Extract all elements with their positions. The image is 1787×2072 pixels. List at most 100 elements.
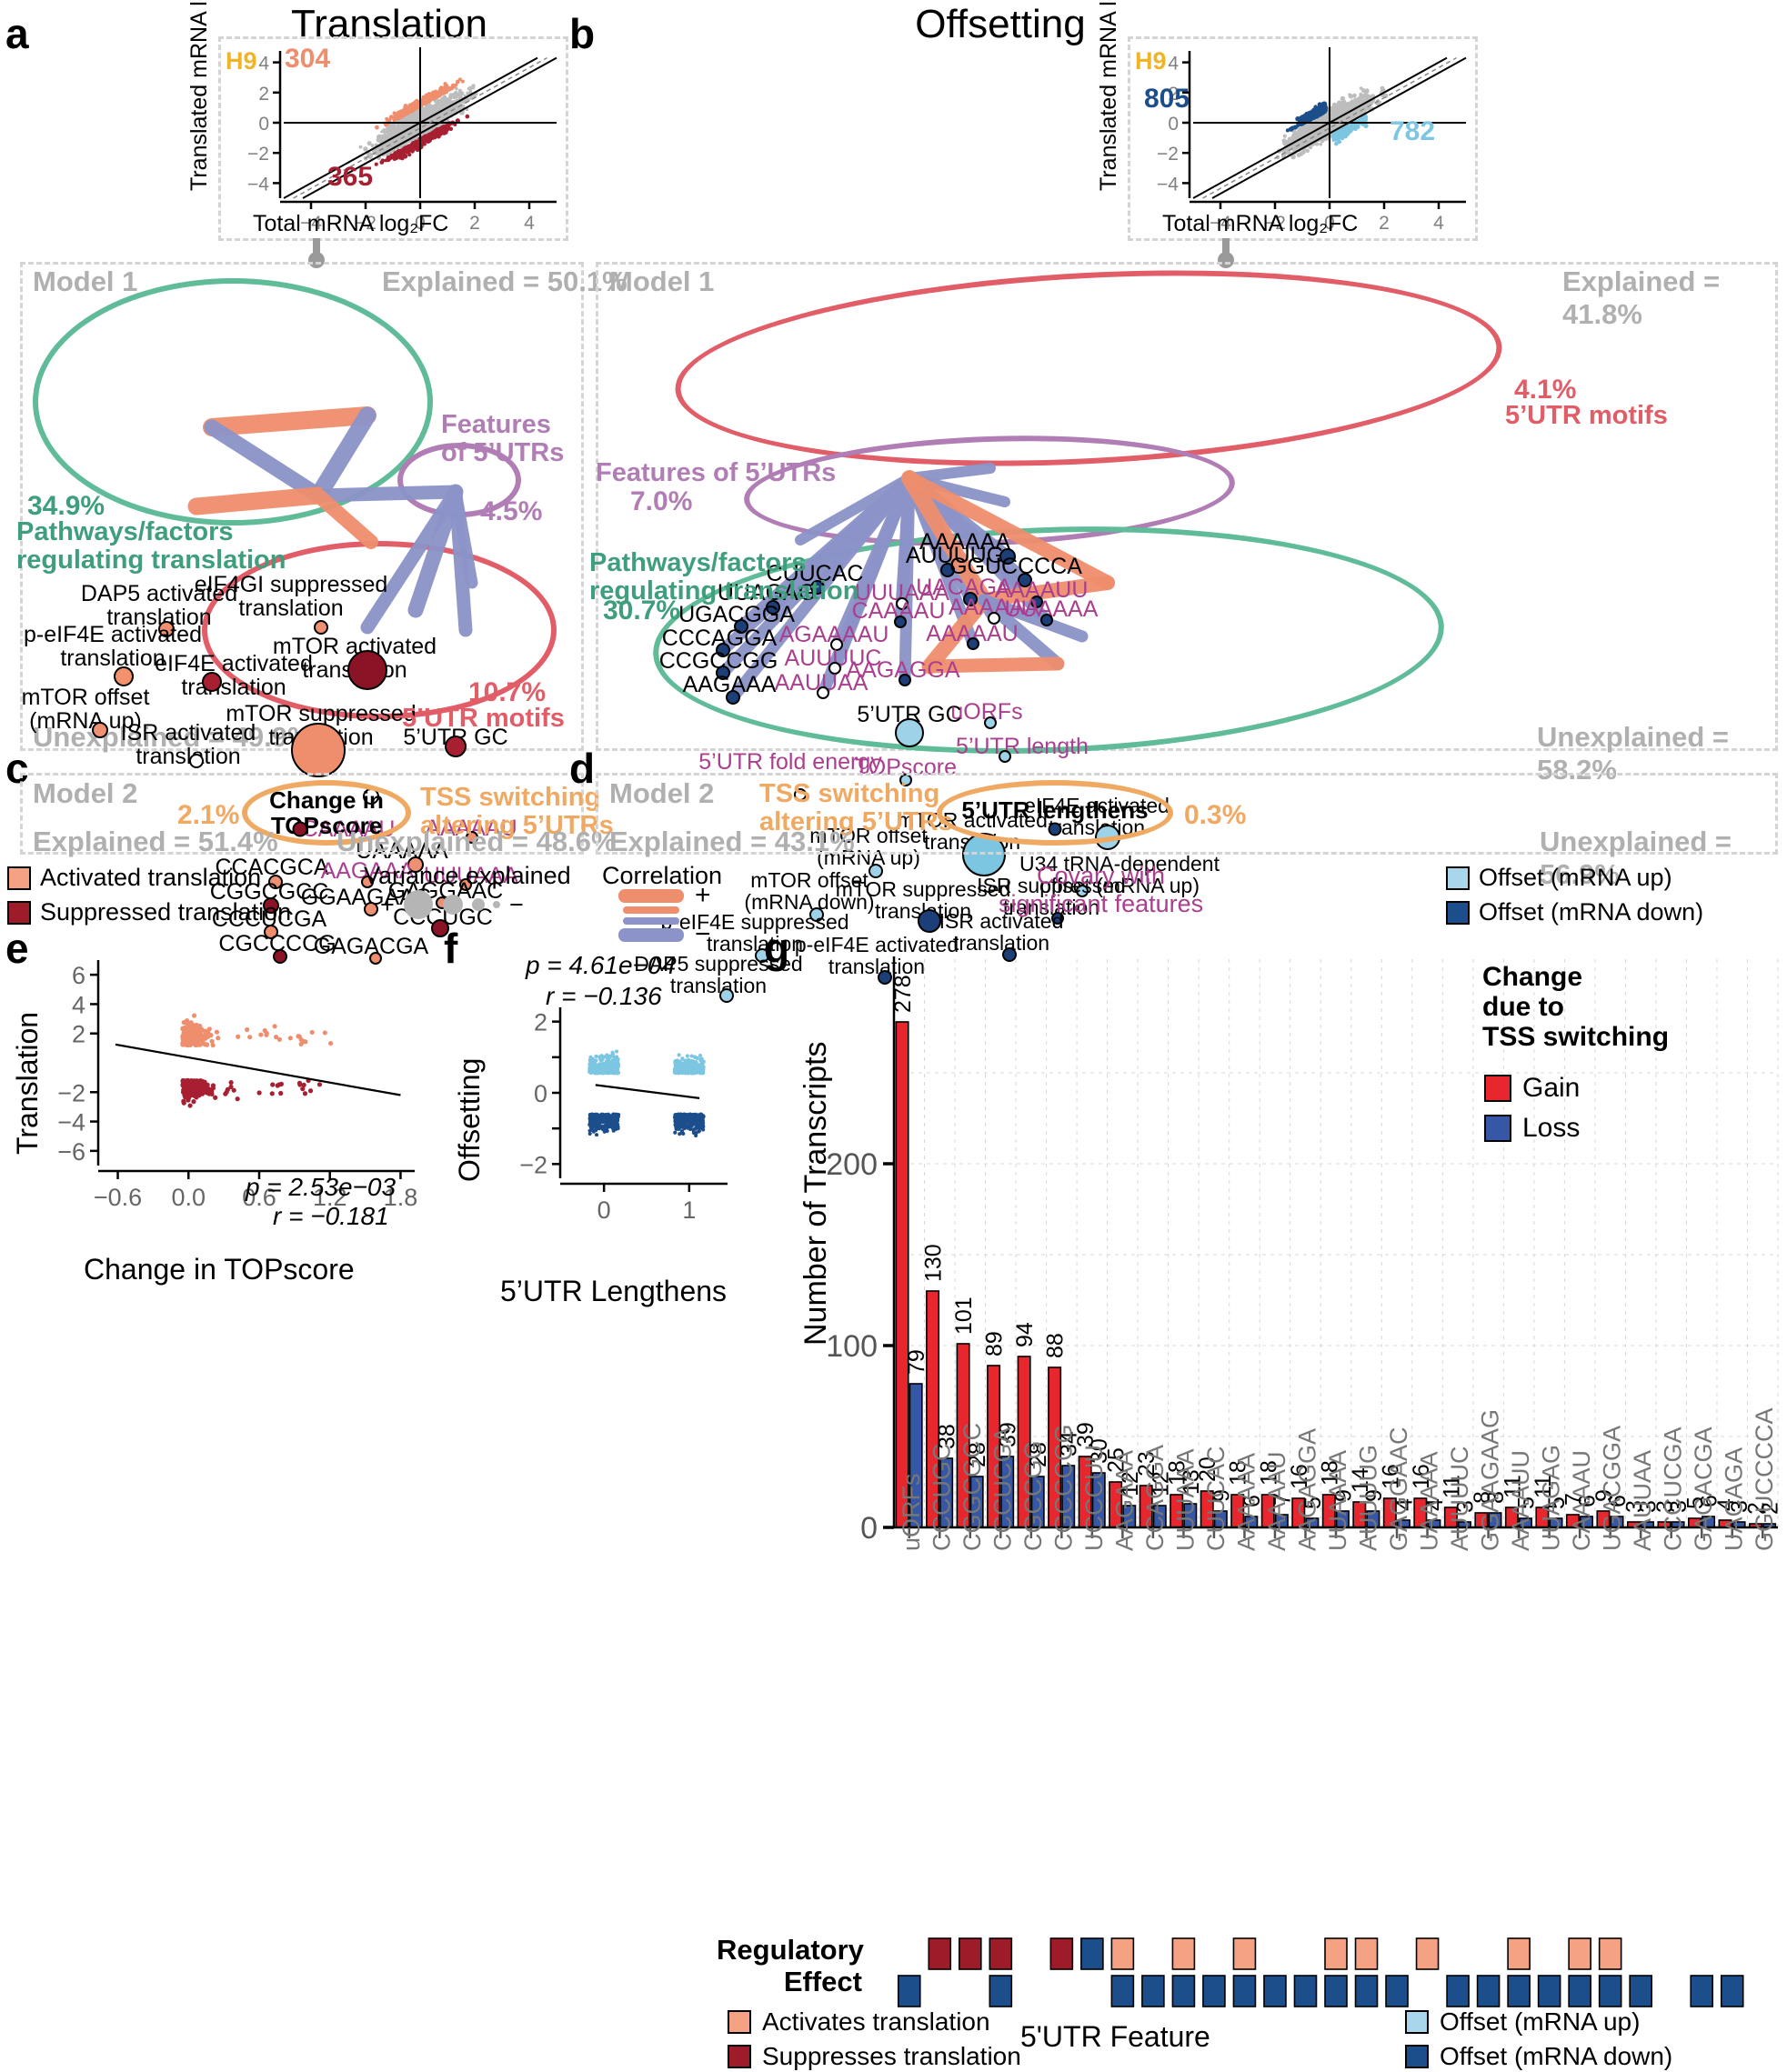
motif-label: AUUUUG [905, 543, 1005, 568]
svg-text:−4: −4 [1157, 174, 1179, 195]
legend-offsetdown-swatch [1405, 2045, 1429, 2068]
svg-text:4: 4 [1168, 54, 1179, 75]
panel-b-pathways-label: Pathways/factors regulating translation [589, 548, 859, 606]
motif-node [999, 548, 1016, 565]
network-node-label: mTOR suppressed translation [226, 701, 417, 749]
legend-variance-label: Variance explained [364, 862, 571, 889]
motif-node [899, 674, 911, 686]
network-node-label: p-eIF4E suppressed translation [660, 910, 849, 956]
svg-text:2: 2 [1379, 213, 1390, 234]
panel-g-reg-legend-right: Offset (mRNA up) Offset (mRNA down) [1405, 2007, 1672, 2071]
panel-f-xlabel: 5’UTR Lengthens [500, 1275, 728, 1307]
panel-a-pathways-label: Pathways/factors regulating translation [16, 517, 286, 575]
legend-b-offsets: Offset (mRNA up) Offset (mRNA down) [1446, 864, 1703, 926]
panel-g-reg-legend-left: Activates translation Suppresses transla… [728, 2007, 1021, 2071]
motif-node [716, 666, 730, 680]
panel-b-scatter-box [1128, 36, 1478, 241]
motif-node [716, 643, 730, 657]
panel-b-model-box [596, 262, 1778, 751]
panel-a-ylabel: Translated mRNA log₂FC [186, 0, 212, 191]
svg-text:0: 0 [1168, 114, 1179, 135]
network-node-label: eIF4E activated translation [155, 651, 313, 700]
svg-text:−: − [695, 919, 711, 949]
panel-d-pct: 0.3% [1184, 800, 1247, 830]
panel-b-pathways-pct: 30.7% [603, 596, 681, 626]
panel-d-node-label: 5’UTR lengthens [961, 796, 1149, 824]
legend-suppresses-label: Suppresses translation [762, 2042, 1021, 2070]
svg-text:−2: −2 [247, 144, 269, 165]
panel-d-model-label: Model 2 [609, 777, 715, 809]
motif-node [766, 600, 780, 615]
panel-letter-e: e [5, 925, 29, 972]
panel-c-ellipse [242, 780, 411, 846]
panel-g-legend: Gain Loss [1484, 1073, 1580, 1144]
svg-text:0: 0 [415, 213, 426, 234]
motif-node [263, 897, 279, 914]
network-node-label: eIF4GI suppressed translation [194, 572, 388, 621]
network-node [291, 723, 346, 777]
svg-text:−2: −2 [1157, 144, 1179, 165]
panel-a-ellipse-pathways [33, 278, 433, 526]
motif-node [963, 592, 978, 606]
panel-letter-d: d [569, 745, 596, 792]
panel-a-xlabel: Total mRNA log₂FC [253, 211, 449, 236]
panel-c-node-label: Change in TOPscore [269, 786, 384, 840]
svg-text:0: 0 [258, 114, 269, 135]
legend-correlation-label: Correlation [602, 862, 723, 889]
motif-node [817, 686, 829, 699]
panel-a-unexplained: Unexplained = 49.9% [33, 721, 313, 753]
panel-b-model-label: Model 1 [609, 265, 715, 297]
panel-a-features-label: Features of 5’UTRs [441, 410, 565, 467]
network-node [92, 722, 108, 738]
panel-letter-b: b [569, 10, 596, 57]
motif-node [273, 949, 287, 964]
motif-label: UAAAAA [356, 838, 448, 864]
legend-a: Activated translation Suppressed transla… [7, 864, 291, 926]
motif-label: AAAAAA [919, 529, 1011, 555]
legend-loss-label: Loss [1522, 1113, 1581, 1143]
panel-d-box [596, 773, 1778, 855]
legend-gain-swatch [1484, 1075, 1511, 1102]
motif-node [726, 690, 740, 705]
svg-text:4: 4 [1433, 213, 1444, 234]
network-node-label: mTOR offset (mRNA up) [21, 685, 150, 734]
motif-node [1018, 573, 1032, 587]
network-node [878, 970, 892, 985]
network-node [1051, 912, 1064, 925]
motif-node [940, 563, 955, 577]
panel-f-pvalue: p = 4.61e−04 [526, 951, 677, 979]
panel-c-model-label: Model 2 [33, 777, 138, 809]
panel-a-cellline: H9 [226, 47, 257, 75]
network-node [347, 650, 387, 690]
panel-a-up-count: 304 [285, 44, 331, 74]
motif-node [810, 580, 825, 595]
legend-suppressed-swatch [7, 900, 31, 925]
network-node-label: p-eIF4E activated translation [24, 622, 202, 671]
network-node [445, 736, 467, 757]
panel-g-regulatory-label: Regulatory Effect [717, 1934, 864, 1997]
panel-b-features-pct: 7.0% [630, 486, 693, 516]
panel-g-legend-title: Change due to TSS switching [1482, 962, 1670, 1052]
panel-a-model-label: Model 1 [33, 265, 138, 297]
panel-b-ylabel: Translated mRNA log₂FC [1096, 0, 1121, 191]
panel-b-right-count: 782 [1390, 116, 1436, 146]
legend-activated-label: Activated translation [40, 864, 262, 891]
panel-g-xlabel: 5'UTR Feature [1020, 2020, 1210, 2053]
network-node [202, 672, 222, 692]
motif-node [1040, 614, 1053, 626]
motif-node [1030, 596, 1043, 608]
motif-node [264, 925, 278, 939]
network-node-label: ISR activated translation [939, 909, 1064, 955]
panel-a-scatter: −4 −4 −2 −2 0 0 2 2 4 4 [247, 47, 557, 234]
network-node-label: DAP5 suppressed translation [634, 952, 803, 997]
network-node [1002, 947, 1017, 962]
network-node [158, 621, 175, 637]
legend-offsetdown-label: Offset (mRNA down) [1440, 2042, 1673, 2070]
motif-node [894, 616, 907, 628]
panel-a-explained: Explained = 50.1% [382, 265, 627, 297]
motif-node [896, 597, 909, 610]
network-node [114, 666, 134, 686]
network-node-label: 5’UTR GC [403, 725, 508, 750]
svg-text:−4: −4 [1210, 213, 1231, 234]
